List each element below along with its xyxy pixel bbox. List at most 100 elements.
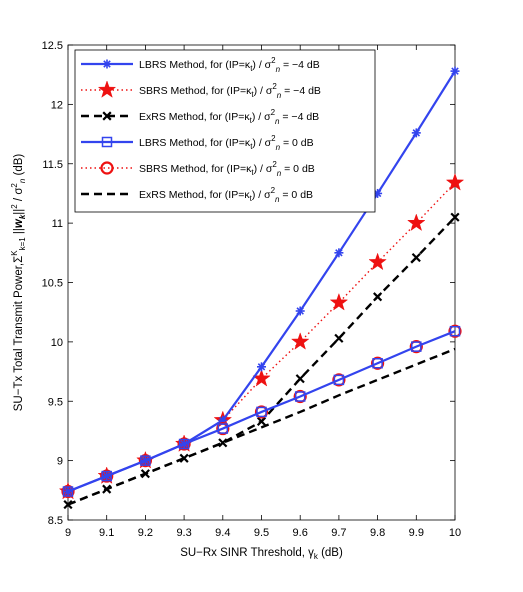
legend-label: LBRS Method, for (IP=κt) / σ2n = 0 dB <box>139 134 314 152</box>
x-axis-label: SU−Rx SINR Threshold, γk (dB) <box>180 547 343 561</box>
legend-sub: n <box>275 195 280 204</box>
asterisk-stroke <box>335 249 343 257</box>
legend-box <box>74 49 376 213</box>
data-point-star <box>445 172 465 191</box>
data-point-x <box>256 416 267 427</box>
legend-sup: 2 <box>272 82 277 91</box>
data-point-asterisk <box>450 66 460 76</box>
data-point-circle <box>332 373 346 387</box>
y-label-part: k <box>18 214 27 219</box>
y-tick-label: 9.5 <box>48 396 63 408</box>
series-line <box>67 216 456 506</box>
x-label-sub: k <box>314 552 319 561</box>
legend-sub: n <box>277 91 282 100</box>
data-point-star <box>368 252 387 271</box>
legend-sub: t <box>251 90 254 99</box>
data-point-square <box>333 374 345 386</box>
asterisk-stroke <box>257 363 266 371</box>
y-label-part: k=1 <box>18 237 27 251</box>
legend-label: LBRS Method, for (IP=κt) / σ2n = −4 dB <box>139 56 320 74</box>
y-tick-label: 9 <box>57 456 63 468</box>
x-tick-label: 9.7 <box>331 527 346 539</box>
data-point-circle <box>448 324 462 338</box>
legend-item-6: ExRS Method, for (IP=κt) / σ2n = 0 dB <box>81 186 313 204</box>
data-point-square <box>101 470 112 482</box>
y-label-part: / σ <box>13 188 25 205</box>
legend-sub: t <box>251 168 254 177</box>
y-label-part: || <box>13 209 25 215</box>
y-label-part: || <box>13 228 25 237</box>
data-point-asterisk <box>102 59 112 69</box>
legend-text: = 0 dB <box>280 137 314 149</box>
data-point-square <box>140 455 151 466</box>
data-point-square <box>62 486 74 497</box>
data-point-star <box>97 80 117 98</box>
x-stroke <box>63 499 73 510</box>
legend-sup: 2 <box>271 108 276 117</box>
series-5 <box>61 324 462 499</box>
series-3 <box>63 212 460 510</box>
data-point-x <box>295 374 305 384</box>
asterisk-stroke <box>103 60 111 68</box>
x-tick-label: 9.5 <box>254 527 269 539</box>
data-point-asterisk <box>334 248 344 258</box>
data-point-x <box>334 333 344 343</box>
y-tick-label: 11 <box>52 218 63 230</box>
legend-text: ) / σ <box>252 189 271 201</box>
legend-text: ExRS Method, for (IP=κ <box>139 111 250 123</box>
x-label-unit: (dB) <box>318 547 343 559</box>
data-point-x <box>179 453 189 463</box>
legend-sup: 2 <box>271 134 276 143</box>
data-point-x <box>63 499 73 510</box>
legend-label: ExRS Method, for (IP=κt) / σ2n = −4 dB <box>139 108 319 126</box>
legend-label: SBRS Method, for (IP=κt) / σ2n = −4 dB <box>139 82 321 100</box>
legend-sup: 2 <box>271 56 276 65</box>
legend-sup: 2 <box>271 186 276 195</box>
axis-labels: SU−Rx SINR Threshold, γk (dB) SU−Tx Total… <box>10 154 343 561</box>
x-stroke <box>102 484 112 494</box>
legend-text: SBRS Method, for (IP=κ <box>139 85 252 97</box>
legend-text: LBRS Method, for (IP=κ <box>139 137 251 149</box>
legend-sub: t <box>250 142 253 151</box>
series-layer <box>58 66 465 510</box>
legend-text: ExRS Method, for (IP=κ <box>139 189 250 201</box>
x-stroke <box>256 416 267 427</box>
legend-sub: t <box>250 116 253 125</box>
data-point-circle <box>216 421 230 436</box>
data-point-star <box>252 368 271 387</box>
legend-item-1: LBRS Method, for (IP=κt) / σ2n = −4 dB <box>81 56 320 74</box>
data-point-circle <box>409 340 423 354</box>
legend-text: ) / σ <box>252 111 271 123</box>
asterisk-stroke <box>296 307 304 315</box>
data-point-x <box>102 484 112 494</box>
y-label-part: n <box>18 178 27 183</box>
data-point-asterisk <box>257 362 266 372</box>
legend-sub: t <box>250 194 253 203</box>
data-point-circle <box>100 469 114 483</box>
y-tick-label: 11.5 <box>42 159 63 171</box>
y-tick-label: 12 <box>51 99 63 111</box>
x-stroke <box>179 453 189 463</box>
data-point-circle <box>138 454 152 468</box>
asterisk-stroke <box>412 129 421 137</box>
data-point-square <box>411 341 422 352</box>
data-point-x <box>450 212 460 222</box>
y-label-part: 2 <box>10 204 19 209</box>
y-axis-label-group: SU−Tx Total Transmit Power,ΣKk=1 ||wk||2… <box>10 154 27 412</box>
y-label-part: w <box>13 218 25 228</box>
y-label-part: 2 <box>10 183 19 188</box>
data-point-x <box>218 438 228 448</box>
asterisk-stroke <box>373 189 382 198</box>
y-label-part: (dB) <box>13 154 25 179</box>
data-point-square <box>372 358 383 369</box>
x-stroke <box>373 292 383 302</box>
x-tick-label: 9.4 <box>215 527 230 539</box>
y-tick-label: 10 <box>51 337 63 349</box>
series-4 <box>62 325 461 497</box>
y-label-part: K <box>10 250 19 256</box>
asterisk-stroke <box>451 67 459 75</box>
y-tick-label: 12.5 <box>42 40 63 52</box>
legend-label: ExRS Method, for (IP=κt) / σ2n = 0 dB <box>139 186 313 204</box>
legend-text: ) / σ <box>252 137 271 149</box>
